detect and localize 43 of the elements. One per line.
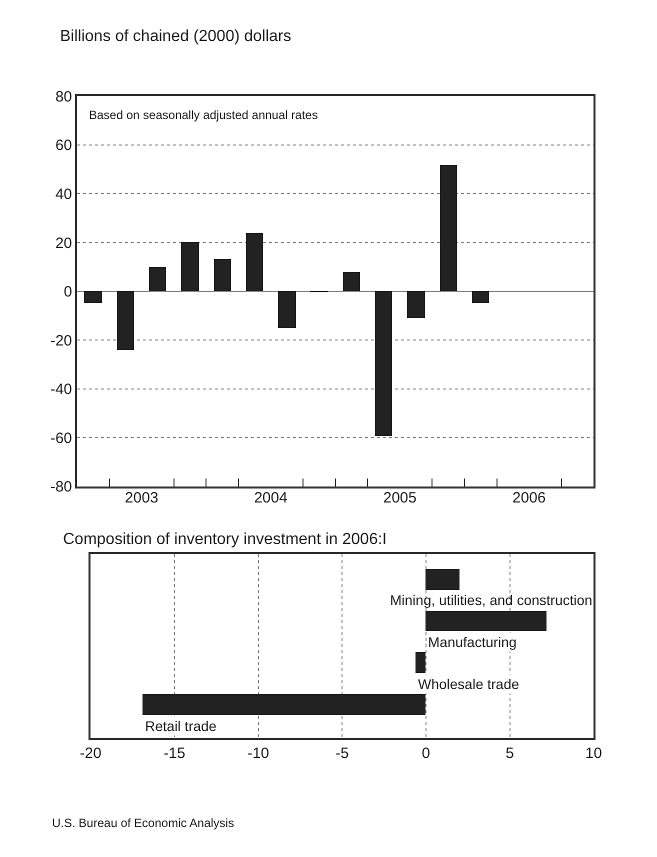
x-tick-label: -5 bbox=[335, 745, 349, 762]
x-tick-label: 10 bbox=[585, 745, 602, 762]
bar bbox=[440, 165, 458, 292]
x-tick-label: 2004 bbox=[254, 489, 288, 506]
x-tick-label: 5 bbox=[506, 745, 514, 762]
bar bbox=[214, 259, 232, 292]
bar bbox=[426, 568, 460, 590]
bar bbox=[149, 267, 166, 292]
x-tick-label: -15 bbox=[164, 745, 186, 762]
y-tick-label: Retail trade bbox=[145, 718, 217, 734]
bar bbox=[84, 291, 102, 304]
y-tick-label: 0 bbox=[64, 284, 72, 301]
x-tick-label: 2006 bbox=[512, 489, 546, 506]
y-tick-label: -60 bbox=[50, 430, 72, 447]
bar bbox=[426, 610, 547, 631]
chart-title: Composition of inventory investment in 2006:I bbox=[63, 531, 387, 548]
y-tick-label: 40 bbox=[55, 186, 72, 203]
y-axis-title: Billions of chained (2000) dollars bbox=[60, 28, 292, 45]
bar bbox=[407, 291, 426, 318]
y-tick-label: Mining, utilities, and construction bbox=[390, 592, 592, 608]
x-tick-label: -20 bbox=[80, 745, 102, 762]
annotation: Based on seasonally adjusted annual rates bbox=[89, 108, 318, 122]
bar bbox=[117, 291, 134, 350]
y-tick-label: 20 bbox=[55, 234, 72, 252]
y-tick-label: -40 bbox=[50, 381, 72, 398]
y-tick-label: Wholesale trade bbox=[418, 676, 520, 692]
x-tick-label: -10 bbox=[247, 745, 270, 762]
bar bbox=[472, 291, 490, 304]
x-tick-label: 2005 bbox=[383, 489, 417, 506]
bar bbox=[375, 291, 392, 436]
y-tick-label: 60 bbox=[55, 137, 72, 154]
bar bbox=[142, 694, 426, 715]
bar bbox=[181, 242, 200, 292]
bar bbox=[278, 291, 296, 328]
bar bbox=[416, 652, 426, 673]
y-tick-label: -80 bbox=[50, 478, 72, 496]
y-tick-label: -20 bbox=[50, 332, 72, 350]
bar bbox=[246, 233, 264, 292]
text: U.S. Bureau of Economic Analysis bbox=[52, 816, 234, 830]
x-tick-label: 2003 bbox=[124, 489, 158, 506]
y-tick-label: Manufacturing bbox=[428, 634, 517, 650]
y-tick-label: 80 bbox=[55, 88, 72, 106]
bar bbox=[343, 272, 360, 292]
